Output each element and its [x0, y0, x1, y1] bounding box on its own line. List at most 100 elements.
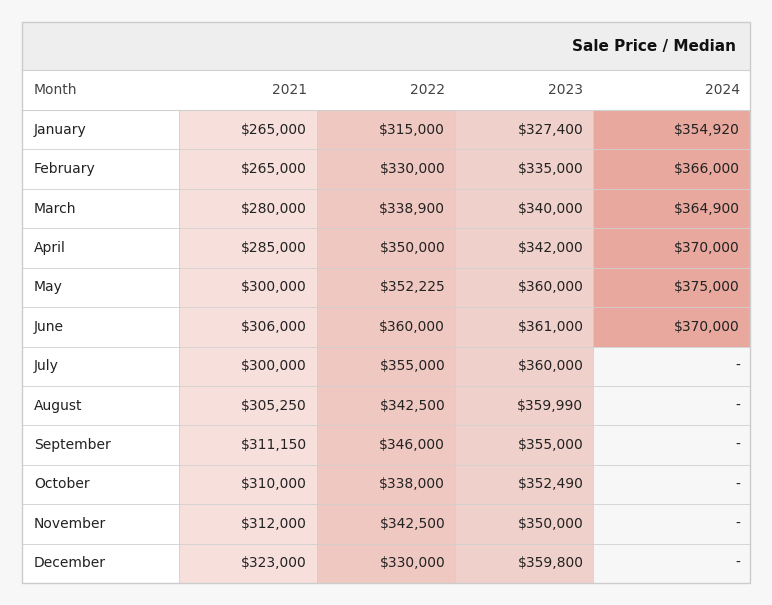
Text: $306,000: $306,000: [241, 320, 306, 334]
Bar: [22, 110, 178, 149]
Bar: [594, 110, 750, 149]
Bar: [178, 110, 317, 149]
Text: August: August: [34, 399, 83, 413]
Bar: [178, 228, 317, 267]
Bar: [594, 386, 750, 425]
Text: May: May: [34, 280, 63, 295]
Text: February: February: [34, 162, 96, 176]
Bar: [317, 267, 455, 307]
Text: $359,990: $359,990: [517, 399, 584, 413]
Text: Month: Month: [34, 83, 77, 97]
Text: $342,500: $342,500: [379, 399, 445, 413]
Bar: [178, 386, 317, 425]
Text: $366,000: $366,000: [674, 162, 740, 176]
Text: $330,000: $330,000: [379, 162, 445, 176]
Text: $350,000: $350,000: [518, 517, 584, 531]
Text: $340,000: $340,000: [518, 201, 584, 215]
Text: $323,000: $323,000: [241, 556, 306, 571]
Text: $352,225: $352,225: [379, 280, 445, 295]
Bar: [455, 267, 594, 307]
Bar: [317, 189, 455, 228]
Bar: [22, 189, 178, 228]
Bar: [455, 386, 594, 425]
Bar: [317, 347, 455, 386]
Bar: [317, 386, 455, 425]
Text: $361,000: $361,000: [517, 320, 584, 334]
Bar: [594, 425, 750, 465]
Text: 2024: 2024: [705, 83, 740, 97]
Text: $338,000: $338,000: [379, 477, 445, 491]
Bar: [178, 307, 317, 347]
Bar: [455, 543, 594, 583]
Text: $355,000: $355,000: [518, 438, 584, 452]
Bar: [455, 307, 594, 347]
Bar: [594, 465, 750, 504]
Bar: [22, 149, 178, 189]
Text: $359,800: $359,800: [517, 556, 584, 571]
Bar: [317, 543, 455, 583]
Text: July: July: [34, 359, 59, 373]
Bar: [455, 110, 594, 149]
Bar: [317, 307, 455, 347]
Text: -: -: [735, 517, 740, 531]
Text: $265,000: $265,000: [241, 123, 306, 137]
Text: $370,000: $370,000: [674, 241, 740, 255]
Text: $300,000: $300,000: [241, 359, 306, 373]
Bar: [178, 425, 317, 465]
Bar: [455, 425, 594, 465]
Text: -: -: [735, 359, 740, 373]
Bar: [317, 149, 455, 189]
Bar: [22, 22, 750, 70]
Text: November: November: [34, 517, 107, 531]
Text: $330,000: $330,000: [379, 556, 445, 571]
Text: -: -: [735, 477, 740, 491]
Text: $311,150: $311,150: [241, 438, 306, 452]
Bar: [178, 543, 317, 583]
Bar: [594, 149, 750, 189]
Bar: [178, 267, 317, 307]
Text: $364,900: $364,900: [674, 201, 740, 215]
Text: March: March: [34, 201, 76, 215]
Text: September: September: [34, 438, 110, 452]
Bar: [455, 149, 594, 189]
Bar: [178, 189, 317, 228]
Bar: [22, 307, 178, 347]
Text: -: -: [735, 438, 740, 452]
Text: $360,000: $360,000: [517, 280, 584, 295]
Bar: [22, 543, 178, 583]
Bar: [455, 347, 594, 386]
Bar: [22, 386, 178, 425]
Text: $360,000: $360,000: [517, 359, 584, 373]
Text: October: October: [34, 477, 90, 491]
Bar: [455, 228, 594, 267]
Bar: [317, 465, 455, 504]
Text: $312,000: $312,000: [241, 517, 306, 531]
Bar: [594, 228, 750, 267]
Text: December: December: [34, 556, 106, 571]
Text: $310,000: $310,000: [241, 477, 306, 491]
Text: $350,000: $350,000: [379, 241, 445, 255]
Bar: [22, 465, 178, 504]
Bar: [22, 228, 178, 267]
Bar: [317, 504, 455, 543]
Bar: [22, 347, 178, 386]
Text: -: -: [735, 556, 740, 571]
Bar: [317, 110, 455, 149]
Text: $280,000: $280,000: [241, 201, 306, 215]
Bar: [594, 543, 750, 583]
Text: $346,000: $346,000: [379, 438, 445, 452]
Bar: [455, 189, 594, 228]
Bar: [594, 504, 750, 543]
Text: January: January: [34, 123, 86, 137]
Bar: [455, 504, 594, 543]
Text: 2023: 2023: [548, 83, 584, 97]
Text: -: -: [735, 399, 740, 413]
Text: $370,000: $370,000: [674, 320, 740, 334]
Text: $375,000: $375,000: [674, 280, 740, 295]
Bar: [178, 149, 317, 189]
Text: $300,000: $300,000: [241, 280, 306, 295]
Text: $327,400: $327,400: [518, 123, 584, 137]
Text: April: April: [34, 241, 66, 255]
Text: $265,000: $265,000: [241, 162, 306, 176]
Text: $352,490: $352,490: [517, 477, 584, 491]
